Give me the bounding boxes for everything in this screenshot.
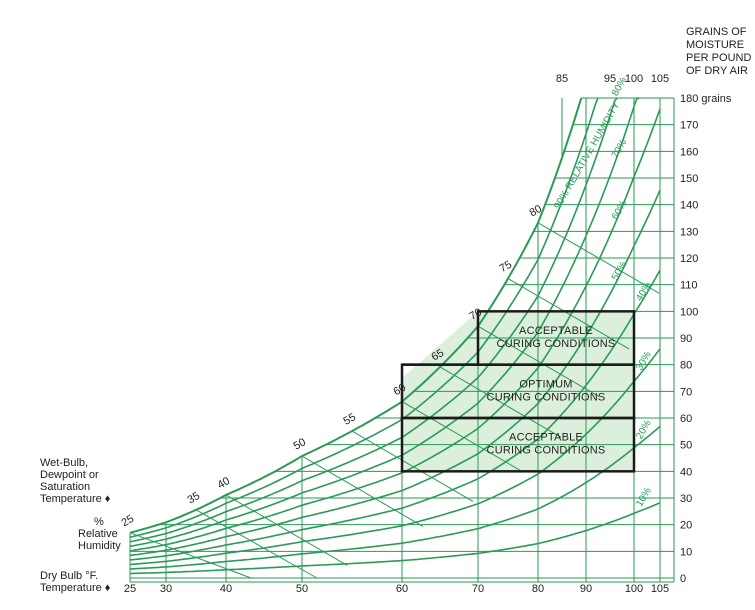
zone-label: CURING CONDITIONS xyxy=(487,445,606,457)
wet-bulb-line xyxy=(129,532,252,579)
wet-bulb-tick-label: 35 xyxy=(186,490,203,507)
y-tick-label: 160 xyxy=(680,146,698,158)
wet-bulb-tick-label: 60 xyxy=(392,382,409,399)
wet-bulb-tick-label: 80 xyxy=(528,203,545,220)
dry-bulb-label-line-2: Temperature ♦ xyxy=(40,582,111,594)
zone-label: CURING CONDITIONS xyxy=(487,391,606,403)
zone-label: CURING CONDITIONS xyxy=(497,338,616,350)
y-tick-label: 0 xyxy=(680,573,686,585)
wet-bulb-tick-label: 50 xyxy=(292,436,309,453)
curve-layer xyxy=(129,97,661,575)
wet-bulb-tick-label: 55 xyxy=(342,411,359,428)
rh-curve xyxy=(129,189,661,557)
right-axis-title-line-1: GRAINS OF xyxy=(686,26,747,38)
wet-bulb-label-line-1: Wet-Bulb, xyxy=(40,457,88,469)
wet-bulb-tick-label: 40 xyxy=(216,475,233,492)
y-tick-label: 80 xyxy=(680,360,692,372)
rh-curve-label: 70% xyxy=(610,137,630,160)
wet-bulb-tick-label: 70 xyxy=(468,306,485,323)
rh-curve xyxy=(129,97,640,548)
y-tick-label: 100 xyxy=(680,306,698,318)
rh-curve xyxy=(129,97,599,539)
wet-bulb-label-line-2: Dewpoint or xyxy=(40,469,99,481)
wet-bulb-line xyxy=(225,494,348,566)
rh-label-line-2: Relative xyxy=(78,528,118,540)
right-axis-title-line-3: PER POUND xyxy=(686,52,751,64)
wet-bulb-line xyxy=(507,278,630,350)
x-tick-label: 50 xyxy=(296,583,308,595)
x-tick-label: 105 xyxy=(651,583,669,595)
wet-bulb-tick-label: 25 xyxy=(120,513,137,530)
x-tick-label: 40 xyxy=(220,583,232,595)
wet-bulb-line xyxy=(439,366,562,438)
x-tick-label: 90 xyxy=(580,583,592,595)
rh-curve-label: 40% xyxy=(634,280,654,303)
top-tick-label: 95 xyxy=(604,73,616,85)
y-tick-label: 40 xyxy=(680,466,692,478)
rh-curve xyxy=(129,97,618,543)
y-tick-label: 170 xyxy=(680,120,698,132)
y-tick-label: 180 grains xyxy=(680,93,732,105)
right-axis-title-line-4: OF DRY AIR xyxy=(686,65,748,77)
wet-bulb-label-line-4: Temperature ♦ xyxy=(40,493,111,505)
rh-curve-label: 60% xyxy=(610,199,630,222)
rh-curve xyxy=(129,425,661,570)
dry-bulb-label-line-1: Dry Bulb °F. xyxy=(40,570,98,582)
y-tick-label: 10 xyxy=(680,546,692,558)
wet-bulb-line xyxy=(401,401,524,473)
top-tick-label: 85 xyxy=(556,73,568,85)
rh-curve xyxy=(129,108,661,552)
y-tick-label: 150 xyxy=(680,173,698,185)
y-tick-label: 30 xyxy=(680,493,692,505)
rh-curve-label: 10% xyxy=(634,486,654,509)
rh-curve xyxy=(129,348,661,566)
y-tick-label: 50 xyxy=(680,440,692,452)
y-tick-label: 140 xyxy=(680,200,698,212)
box-layer xyxy=(400,310,636,473)
right-axis-title-line-2: MOISTURE xyxy=(686,39,744,51)
wet-bulb-label-line-3: Saturation xyxy=(40,481,90,493)
y-tick-label: 60 xyxy=(680,413,692,425)
rh-curve xyxy=(129,269,661,561)
rh-curve xyxy=(129,502,661,575)
x-tick-label: 80 xyxy=(532,583,544,595)
rh-label-line-3: Humidity xyxy=(78,540,121,552)
wet-bulb-line xyxy=(537,222,660,294)
y-tick-label: 90 xyxy=(680,333,692,345)
wet-bulb-line xyxy=(477,325,600,398)
wet-bulb-line xyxy=(301,455,424,527)
zone-label: ACCEPTABLE xyxy=(519,325,593,337)
x-tick-label: 100 xyxy=(625,583,643,595)
y-tick-label: 20 xyxy=(680,520,692,532)
y-tick-label: 70 xyxy=(680,386,692,398)
rh-label-line-1: % xyxy=(94,516,104,528)
y-tick-label: 120 xyxy=(680,253,698,265)
x-tick-label: 60 xyxy=(396,583,408,595)
wet-bulb-tick-label: 75 xyxy=(498,259,515,276)
rh-curve-label: 20% xyxy=(634,418,654,441)
y-tick-label: 110 xyxy=(680,280,698,292)
curing-zone-box xyxy=(400,416,636,473)
x-tick-label: 30 xyxy=(160,583,172,595)
x-tick-label: 70 xyxy=(472,583,484,595)
top-tick-label: 100 xyxy=(625,73,643,85)
y-tick-label: 130 xyxy=(680,226,698,238)
wet-bulb-tick-label: 65 xyxy=(430,347,447,364)
x-tick-label: 25 xyxy=(124,583,136,595)
saturation-curve xyxy=(129,97,583,534)
top-tick-label: 105 xyxy=(651,73,669,85)
zone-label: ACCEPTABLE xyxy=(509,432,583,444)
zone-label: OPTIMUM xyxy=(519,378,572,390)
